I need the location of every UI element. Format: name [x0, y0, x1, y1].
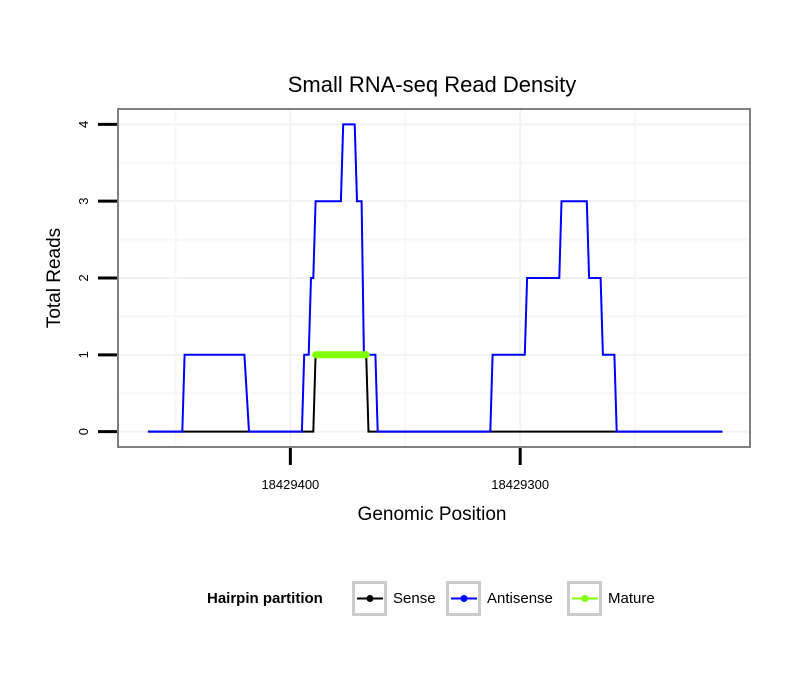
- x-tick-label: 18429400: [261, 477, 319, 492]
- y-tick-label: 0: [76, 428, 91, 435]
- legend: Hairpin partition Sense Antisense Mature: [207, 583, 655, 615]
- legend-key-dot: [367, 595, 374, 602]
- legend-label-antisense: Antisense: [487, 590, 553, 607]
- y-tick-label: 4: [76, 121, 91, 128]
- x-tick-label: 18429300: [491, 477, 549, 492]
- x-axis-title: Genomic Position: [358, 504, 507, 525]
- legend-key-dot: [582, 595, 589, 602]
- x-axis: 18429400 18429300: [261, 448, 549, 492]
- y-axis: 0 1 2 3 4: [76, 121, 117, 436]
- y-axis-title: Total Reads: [44, 228, 65, 328]
- y-tick-label: 2: [76, 274, 91, 281]
- y-tick-label: 1: [76, 351, 91, 358]
- legend-key-dot: [461, 595, 468, 602]
- y-tick-label: 3: [76, 198, 91, 205]
- chart-title: Small RNA-seq Read Density: [288, 72, 577, 97]
- grid-lines: [118, 109, 750, 447]
- read-density-chart: Small RNA-seq Read Density 0 1 2 3 4 1842940…: [0, 0, 810, 690]
- legend-label-sense: Sense: [393, 590, 436, 607]
- legend-label-mature: Mature: [608, 590, 655, 607]
- legend-title: Hairpin partition: [207, 590, 323, 607]
